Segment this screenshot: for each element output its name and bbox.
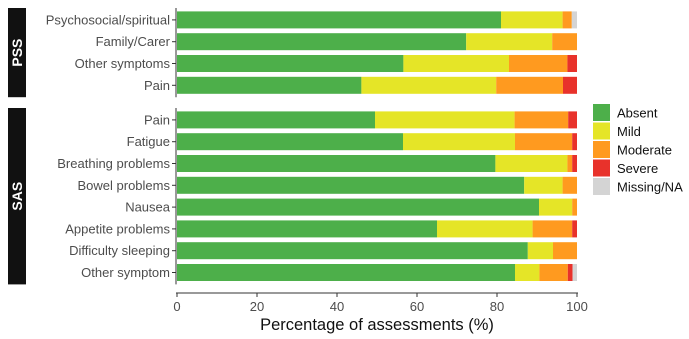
bar-segment-sas-appetite-problems-absent xyxy=(177,220,437,238)
bar-segment-sas-bowel-problems-moderate xyxy=(562,176,577,194)
bar-segment-sas-pain-mild xyxy=(375,111,515,129)
bar-segment-sas-nausea-absent xyxy=(177,198,539,216)
bar-segment-sas-nausea-mild xyxy=(539,198,573,216)
row-label-pss-psychosocial-spiritual: Psychosocial/spiritual xyxy=(46,12,170,27)
legend-label-missing-na: Missing/NA xyxy=(617,180,683,195)
bar-segment-pss-psychosocial-spiritual-missing-na xyxy=(571,11,577,29)
bar-segment-sas-fatigue-severe xyxy=(572,133,577,151)
bar-segment-sas-appetite-problems-moderate xyxy=(532,220,573,238)
bar-segment-sas-difficulty-sleeping-moderate xyxy=(553,242,577,260)
row-label-sas-fatigue: Fatigue xyxy=(127,134,170,149)
bar-segment-sas-other-symptom-mild xyxy=(515,264,540,281)
bar-segment-pss-family-carer-moderate xyxy=(552,33,577,51)
panel-strip-label-sas: SAS xyxy=(9,182,25,211)
row-label-sas-difficulty-sleeping: Difficulty sleeping xyxy=(69,243,170,258)
bar-segment-pss-psychosocial-spiritual-moderate xyxy=(562,11,572,29)
bar-segment-pss-pain-absent xyxy=(177,76,362,94)
bar-segment-sas-fatigue-absent xyxy=(177,133,403,151)
bar-segment-pss-pain-moderate xyxy=(496,76,563,94)
legend-label-severe: Severe xyxy=(617,161,658,176)
bar-segment-sas-fatigue-moderate xyxy=(515,133,573,151)
bar-segment-sas-bowel-problems-absent xyxy=(177,176,525,194)
legend-label-moderate: Moderate xyxy=(617,143,672,158)
row-label-sas-bowel-problems: Bowel problems xyxy=(78,178,171,193)
x-tick-label-0: 0 xyxy=(173,299,180,314)
row-label-sas-appetite-problems: Appetite problems xyxy=(65,221,170,236)
bar-segment-pss-other-symptoms-moderate xyxy=(509,55,568,72)
bar-segment-sas-breathing-problems-mild xyxy=(495,155,568,172)
bar-segment-sas-fatigue-mild xyxy=(403,133,515,151)
bar-segment-sas-pain-severe xyxy=(568,111,577,129)
x-tick-label-20: 20 xyxy=(250,299,264,314)
bar-segment-pss-other-symptoms-absent xyxy=(177,55,404,72)
bar-segment-sas-bowel-problems-mild xyxy=(524,176,563,194)
bar-segment-pss-pain-mild xyxy=(361,76,497,94)
x-tick-label-40: 40 xyxy=(330,299,344,314)
row-label-pss-pain: Pain xyxy=(144,78,170,93)
row-label-sas-nausea: Nausea xyxy=(125,200,171,215)
bar-segment-sas-appetite-problems-mild xyxy=(437,220,533,238)
x-tick-label-100: 100 xyxy=(566,299,588,314)
row-label-pss-other-symptoms: Other symptoms xyxy=(75,56,171,71)
bar-segment-sas-other-symptom-moderate xyxy=(539,264,568,281)
bar-segment-pss-psychosocial-spiritual-mild xyxy=(501,11,563,29)
bar-segment-sas-pain-absent xyxy=(177,111,375,129)
x-tick-label-60: 60 xyxy=(410,299,424,314)
legend-swatch-absent xyxy=(593,104,610,121)
legend-swatch-mild xyxy=(593,122,610,140)
bar-segment-pss-family-carer-absent xyxy=(177,33,467,51)
bar-segment-sas-breathing-problems-absent xyxy=(177,155,496,172)
row-label-pss-family-carer: Family/Carer xyxy=(96,34,171,49)
x-tick-label-80: 80 xyxy=(490,299,504,314)
legend-swatch-moderate xyxy=(593,141,610,158)
bar-segment-pss-other-symptoms-mild xyxy=(403,55,509,72)
bar-segment-pss-family-carer-mild xyxy=(466,33,553,51)
bar-segment-pss-other-symptoms-severe xyxy=(567,55,577,72)
bar-segment-sas-breathing-problems-moderate xyxy=(567,155,573,172)
bar-segment-sas-other-symptom-missing-na xyxy=(572,264,577,281)
row-label-sas-breathing-problems: Breathing problems xyxy=(57,156,170,171)
legend-label-absent: Absent xyxy=(617,106,658,121)
bar-segment-sas-difficulty-sleeping-absent xyxy=(177,242,528,260)
legend-swatch-missing-na xyxy=(593,178,610,195)
panel-strip-label-pss: PSS xyxy=(9,39,25,67)
bar-segment-pss-psychosocial-spiritual-absent xyxy=(177,11,501,29)
bar-segment-sas-appetite-problems-severe xyxy=(572,220,577,238)
bar-segment-sas-other-symptom-severe xyxy=(567,264,573,281)
row-label-sas-pain: Pain xyxy=(144,112,170,127)
panel-strip-sas xyxy=(8,108,26,285)
legend-label-mild: Mild xyxy=(617,124,641,139)
row-label-sas-other-symptom: Other symptom xyxy=(81,265,170,280)
bar-segment-sas-nausea-moderate xyxy=(572,198,577,216)
bar-segment-sas-other-symptom-absent xyxy=(177,264,515,281)
bar-segment-pss-pain-severe xyxy=(563,76,577,94)
legend-swatch-severe xyxy=(593,159,610,177)
bar-segment-sas-breathing-problems-severe xyxy=(572,155,577,172)
x-axis-title: Percentage of assessments (%) xyxy=(260,316,494,334)
panel-strip-pss xyxy=(8,8,26,98)
bar-segment-sas-difficulty-sleeping-mild xyxy=(527,242,553,260)
bar-segment-sas-pain-moderate xyxy=(514,111,569,129)
